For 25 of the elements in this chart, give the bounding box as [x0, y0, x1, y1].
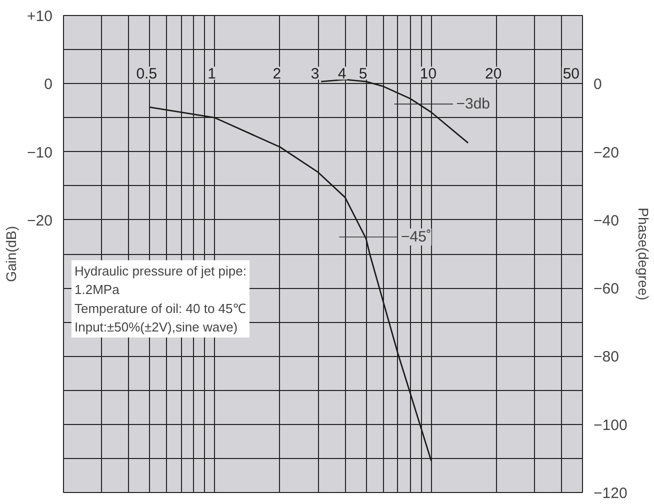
x-tick-label: 2: [272, 66, 282, 83]
y-axis-title: Gain(dB): [3, 226, 20, 282]
y-tick-label: −10: [27, 144, 53, 162]
y2-tick-label: −120: [594, 485, 628, 502]
x-tick-label: 4: [338, 66, 346, 83]
x-tick-label: 5: [358, 66, 368, 83]
x-tick-label: 0.5: [136, 66, 158, 83]
y2-tick-label: −100: [594, 416, 628, 434]
x-tick-label: 20: [485, 66, 502, 83]
y2-tick-label: −60: [594, 280, 619, 298]
y2-tick-label: −20: [594, 144, 619, 162]
y2-tick-label: −80: [594, 348, 619, 366]
x-tick-label: 3: [310, 66, 320, 83]
annotation: −45˚: [400, 228, 432, 246]
annotation: −3db: [456, 96, 490, 113]
y2-tick-label: −40: [594, 212, 619, 230]
x-tick-label: 1: [208, 66, 216, 83]
x-tick-label: 50: [562, 66, 580, 83]
annotation: Hydraulic pressure of jet pipe: 1.2MPa Temperature of oil: 40 to 45℃ Input:±50%(±2V),sine wave): [74, 263, 246, 334]
y-tick-label: +10: [27, 8, 53, 25]
y-tick-label: 0: [44, 76, 52, 94]
y2-axis-title: Phase(degree): [635, 208, 652, 300]
y2-tick-label: 0: [594, 76, 602, 94]
x-tick-label: 10: [420, 66, 437, 83]
y-tick-label: −20: [27, 212, 53, 230]
